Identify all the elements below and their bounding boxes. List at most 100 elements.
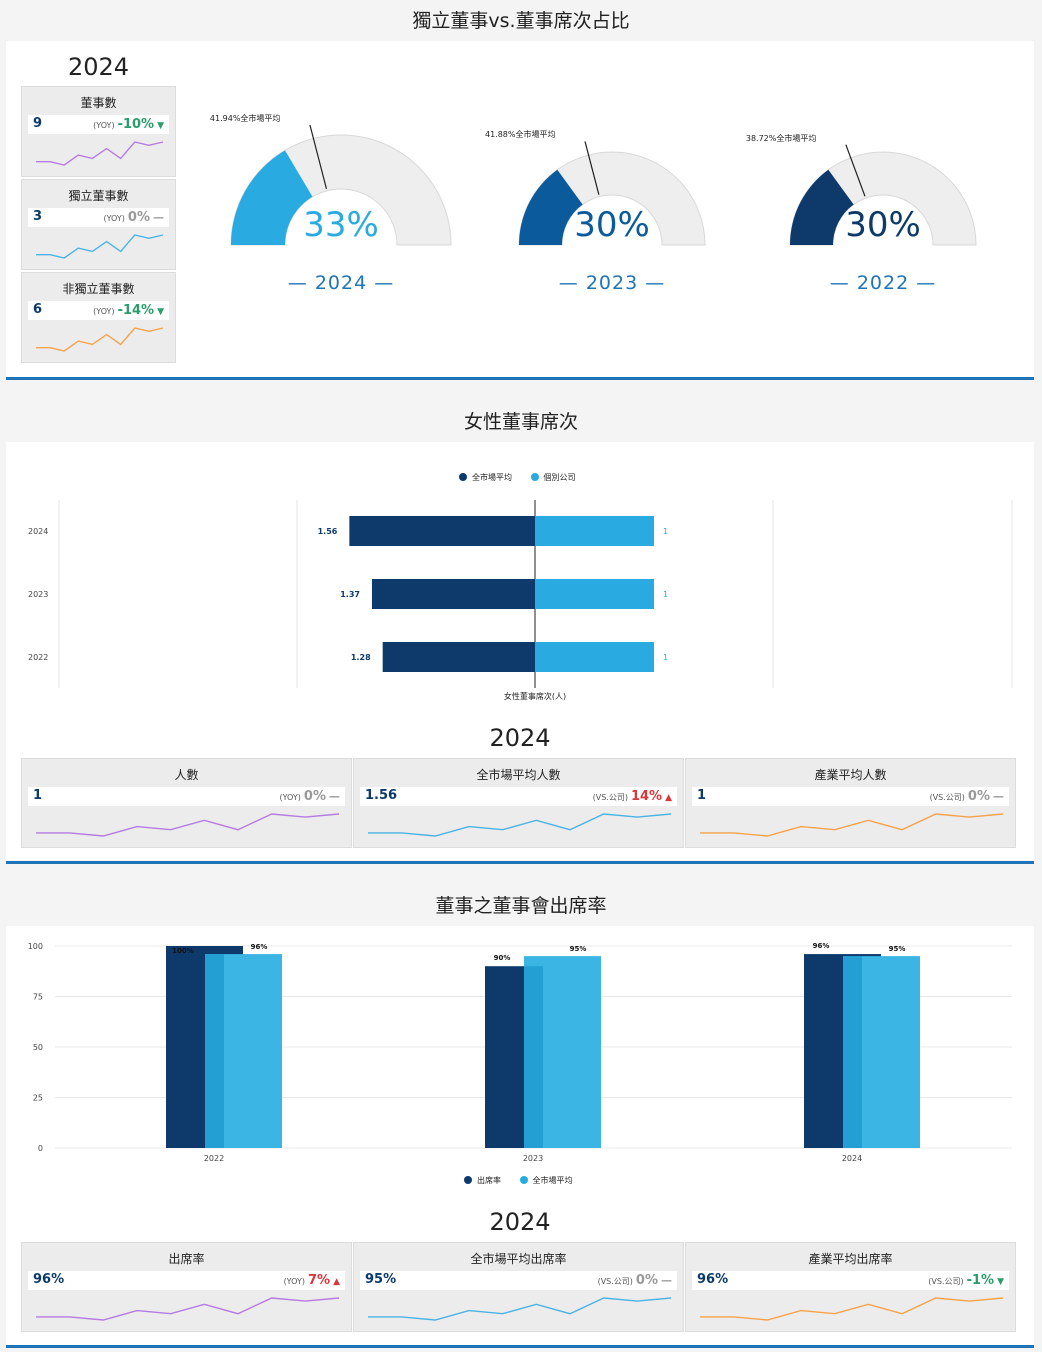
gauge-year-value: 2022 bbox=[856, 272, 910, 294]
kpi-change-value: 0% bbox=[303, 789, 326, 804]
kpi-change: (VS.公司) 14% ▲ bbox=[593, 789, 672, 804]
category-label: 2022 bbox=[28, 653, 48, 662]
y-tick-label: 100 bbox=[28, 942, 43, 951]
legend-item-market-avg[interactable]: 全市場平均 bbox=[519, 1176, 573, 1185]
kpi-card[interactable]: 全市場平均出席率 95% (VS.公司) 0% — bbox=[353, 1242, 684, 1332]
section3-title: 董事之董事會出席率 bbox=[435, 895, 607, 917]
kpi-card[interactable]: 全市場平均人數 1.56 (VS.公司) 14% ▲ bbox=[353, 758, 684, 848]
triangle-down-icon: ▼ bbox=[157, 121, 164, 131]
legend-item-market-avg[interactable]: 全市場平均 bbox=[459, 473, 512, 482]
sparkline-path bbox=[36, 1297, 340, 1321]
gauge-year: — 2023 — bbox=[558, 272, 666, 294]
legend-item-attendance[interactable]: 出席率 bbox=[464, 1176, 501, 1185]
sparkline-path bbox=[700, 813, 1004, 837]
bar-value-label: 96% bbox=[813, 942, 830, 950]
section1-panel bbox=[6, 41, 1034, 377]
category-label: 2024 bbox=[28, 527, 48, 536]
sparkline-path bbox=[36, 234, 164, 259]
bar-overlap bbox=[843, 956, 862, 1148]
gauge-avg-marker bbox=[584, 141, 600, 195]
kpi-value-bar: 1 (VS.公司) 0% — bbox=[692, 787, 1009, 806]
section2-year: 2024 bbox=[489, 724, 551, 752]
kpi-sparkline bbox=[700, 1297, 1004, 1321]
kpi-change: (VS.公司) -1% ▼ bbox=[928, 1273, 1004, 1288]
kpi-value-bar: 1.56 (VS.公司) 14% ▲ bbox=[360, 787, 677, 806]
gauge-value-arc bbox=[790, 169, 854, 245]
kpi-card[interactable]: 產業平均出席率 96% (VS.公司) -1% ▼ bbox=[685, 1242, 1016, 1332]
kpi-card[interactable]: 產業平均人數 1 (VS.公司) 0% — bbox=[685, 758, 1016, 848]
kpi-value-bar: 96% (YOY) 7% ▲ bbox=[28, 1271, 345, 1290]
gauge-value-arc bbox=[231, 150, 313, 245]
bar-company[interactable] bbox=[535, 642, 654, 672]
kpi-change-value: -10% bbox=[117, 117, 155, 132]
legend-item-company[interactable]: 個別公司 bbox=[530, 473, 576, 482]
kpi-sparkline bbox=[368, 813, 672, 837]
section1-year: 2024 bbox=[67, 53, 130, 81]
kpi-sparkline bbox=[36, 234, 164, 259]
triangle-down-icon: ▼ bbox=[157, 307, 164, 317]
y-tick-label: 25 bbox=[33, 1094, 43, 1103]
kpi-change-tag: (VS.公司) bbox=[597, 1277, 633, 1286]
kpi-value-bar: 6 (YOY) -14% ▼ bbox=[28, 301, 169, 320]
triangle-up-icon: ▲ bbox=[333, 1277, 340, 1287]
kpi-change: (VS.公司) 0% — bbox=[598, 1273, 672, 1288]
bar-value-label: 95% bbox=[889, 945, 906, 953]
kpi-change: (YOY) 0% — bbox=[279, 789, 340, 804]
bar-market-avg[interactable] bbox=[371, 579, 535, 609]
kpi-change-value: 0% bbox=[635, 1273, 658, 1288]
kpi-label: 產業平均出席率 bbox=[808, 1252, 893, 1266]
bar-value-label: 90% bbox=[494, 954, 511, 962]
dash-icon: — bbox=[993, 790, 1004, 803]
kpi-card[interactable]: 非獨立董事數 6 (YOY) -14% ▼ bbox=[21, 272, 176, 363]
kpi-sparkline bbox=[36, 813, 340, 837]
dash-icon: — bbox=[329, 790, 340, 803]
bar-value-label: 1.28 bbox=[351, 653, 371, 662]
gauge-percent: 33% bbox=[303, 205, 379, 245]
kpi-change-tag: (YOY) bbox=[283, 1277, 305, 1286]
section1-title: 獨立董事vs.董事席次占比 bbox=[412, 10, 630, 32]
kpi-value: 96% bbox=[697, 1272, 729, 1287]
kpi-card[interactable]: 出席率 96% (YOY) 7% ▲ bbox=[21, 1242, 352, 1332]
gauge-year-value: 2024 bbox=[314, 272, 368, 294]
kpi-change-value: 14% bbox=[630, 789, 663, 804]
kpi-value: 3 bbox=[33, 209, 43, 224]
kpi-value-bar: 96% (VS.公司) -1% ▼ bbox=[692, 1271, 1009, 1290]
gauge-avg-label: 41.88%全市場平均 bbox=[484, 130, 556, 140]
y-tick-label: 0 bbox=[38, 1144, 43, 1153]
kpi-card[interactable]: 董事數 9 (YOY) -10% ▼ bbox=[21, 86, 176, 177]
sparkline-path bbox=[36, 327, 164, 352]
kpi-value-bar: 95% (VS.公司) 0% — bbox=[360, 1271, 677, 1290]
x-tick-label: 2024 bbox=[842, 1154, 862, 1163]
bar-value-label: 95% bbox=[570, 945, 587, 953]
kpi-change-value: -1% bbox=[966, 1273, 995, 1288]
kpi-label: 產業平均人數 bbox=[814, 768, 887, 782]
gauge-avg-marker bbox=[845, 144, 866, 197]
kpi-value: 9 bbox=[33, 116, 43, 131]
female-directors-chart: 2024 1.56 1 2023 1.37 1 2022 1.28 1 女性董事席次(人) bbox=[28, 500, 1013, 701]
legend-label: 個別公司 bbox=[543, 473, 576, 482]
category-label: 2023 bbox=[28, 590, 48, 599]
gauge-year: — 2022 — bbox=[829, 272, 937, 294]
section3-divider bbox=[6, 1345, 1034, 1348]
bar-company[interactable] bbox=[535, 516, 654, 546]
kpi-sparkline bbox=[36, 327, 164, 352]
bar-company[interactable] bbox=[535, 579, 654, 609]
kpi-label: 人數 bbox=[174, 768, 199, 782]
kpi-value-bar: 1 (YOY) 0% — bbox=[28, 787, 345, 806]
bar-value-label: 1 bbox=[663, 590, 668, 599]
bar-market-avg[interactable] bbox=[349, 516, 535, 546]
y-tick-label: 50 bbox=[33, 1043, 43, 1052]
kpi-value: 95% bbox=[365, 1272, 397, 1287]
kpi-value: 1 bbox=[697, 788, 707, 803]
sparkline-path bbox=[368, 813, 672, 837]
kpi-card[interactable]: 獨立董事數 3 (YOY) 0% — bbox=[21, 179, 176, 270]
x-tick-label: 2023 bbox=[523, 1154, 543, 1163]
kpi-value: 6 bbox=[33, 302, 43, 317]
kpi-card[interactable]: 人數 1 (YOY) 0% — bbox=[21, 758, 352, 848]
bar-market-avg[interactable] bbox=[382, 642, 535, 672]
triangle-up-icon: ▲ bbox=[665, 793, 672, 803]
kpi-change-tag: (YOY) bbox=[93, 307, 115, 316]
x-tick-label: 2022 bbox=[204, 1154, 224, 1163]
kpi-change-tag: (VS.公司) bbox=[592, 793, 628, 802]
x-axis-label: 女性董事席次(人) bbox=[504, 691, 566, 701]
